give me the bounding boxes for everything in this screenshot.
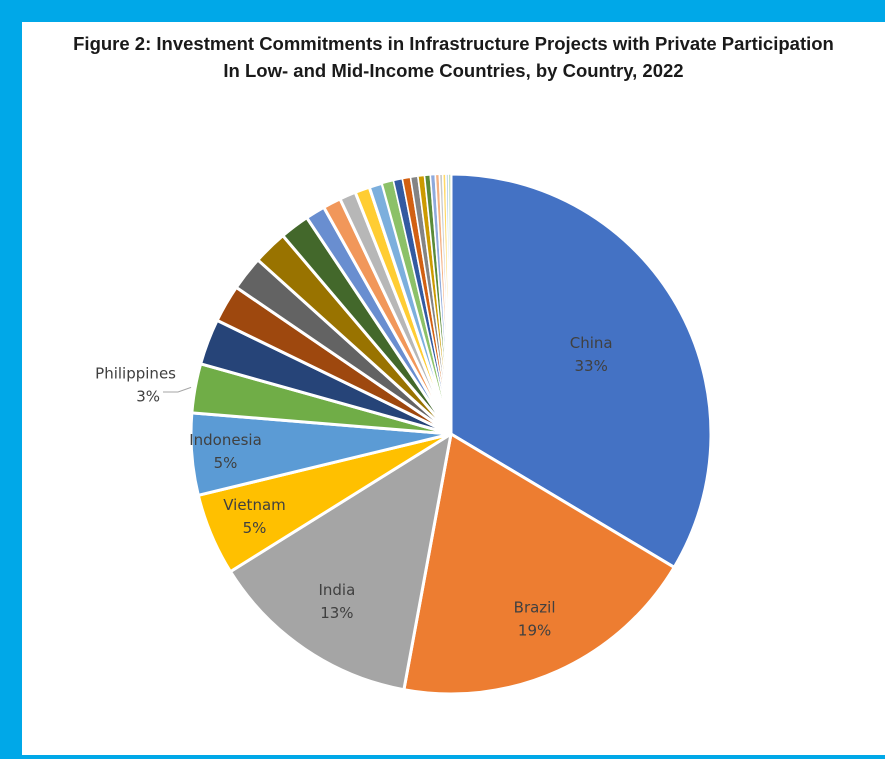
label-philippines-name: Philippines bbox=[95, 365, 176, 383]
label-china-percent: 33% bbox=[575, 357, 608, 375]
label-brazil-name: Brazil bbox=[514, 598, 556, 616]
leader-line-philippines bbox=[163, 386, 192, 393]
label-india-percent: 13% bbox=[320, 604, 353, 622]
label-brazil-percent: 19% bbox=[518, 621, 551, 639]
chart-title-line-1: Figure 2: Investment Commitments in Infr… bbox=[73, 33, 834, 54]
label-china-name: China bbox=[570, 334, 613, 352]
label-vietnam-percent: 5% bbox=[243, 519, 267, 537]
chart-title: Figure 2: Investment Commitments in Infr… bbox=[22, 30, 885, 84]
label-india-name: India bbox=[318, 581, 355, 599]
slice-other-27 bbox=[447, 173, 452, 435]
pie-labels: China 33% Brazil 19% India 13% Vietnam 5% Indone… bbox=[95, 334, 612, 639]
label-vietnam-name: Vietnam bbox=[223, 496, 286, 514]
slice-india bbox=[228, 432, 453, 692]
slice-brazil bbox=[402, 432, 676, 696]
label-indonesia-name: Indonesia bbox=[189, 431, 262, 449]
label-philippines-percent: 3% bbox=[136, 388, 160, 406]
pie-slices bbox=[189, 172, 713, 696]
label-indonesia-percent: 5% bbox=[214, 454, 238, 472]
chart-title-line-2: In Low- and Mid-Income Countries, by Cou… bbox=[223, 60, 684, 81]
slice-china bbox=[449, 172, 713, 569]
